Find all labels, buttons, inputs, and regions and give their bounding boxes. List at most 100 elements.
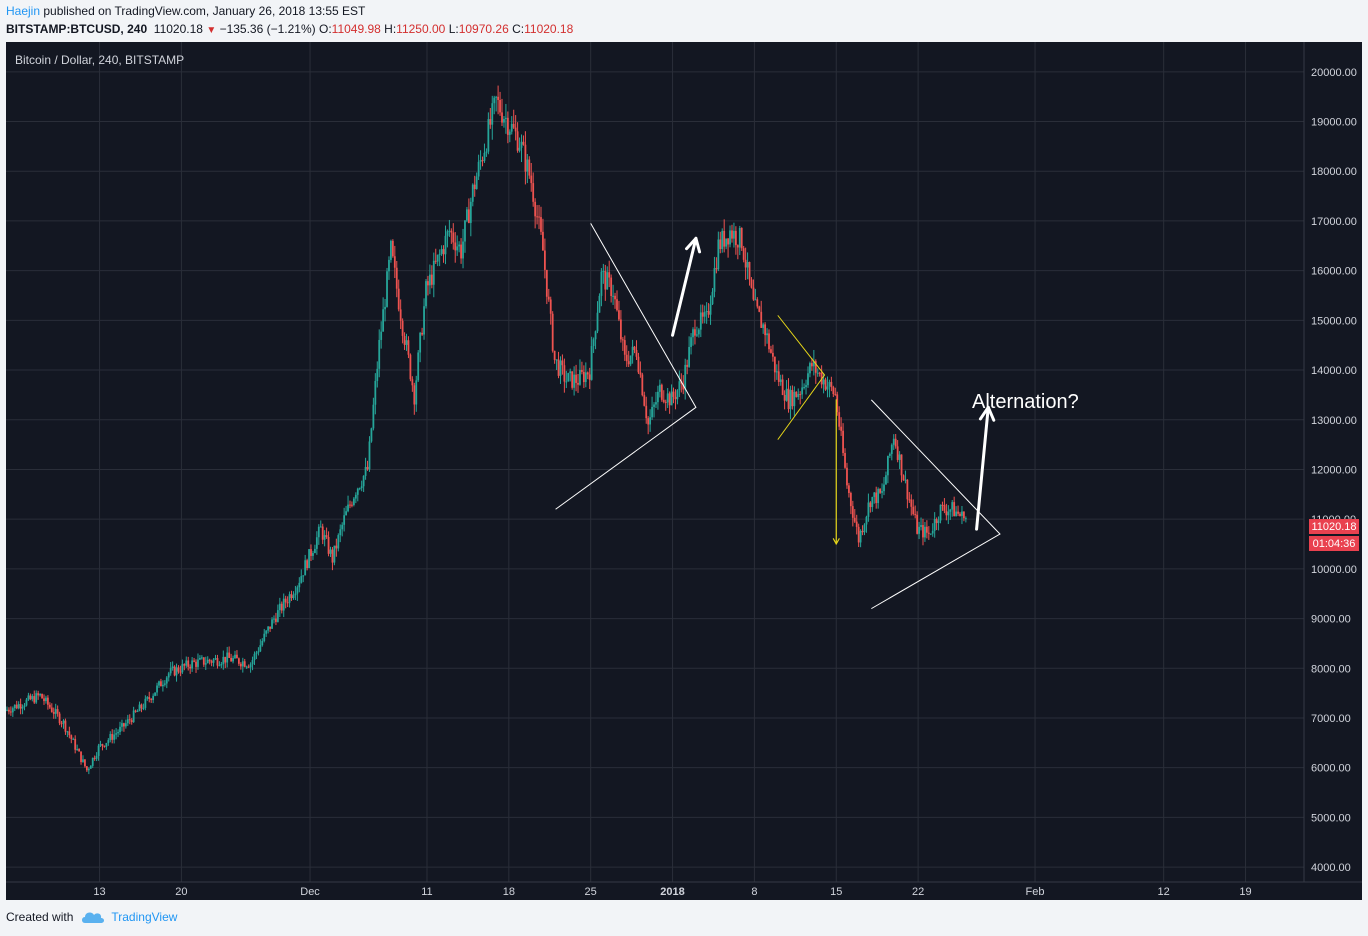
candle-body: [290, 594, 293, 599]
candle-body: [734, 230, 737, 246]
candle-body: [464, 220, 466, 242]
candle-body: [935, 519, 938, 524]
candle-body: [405, 340, 408, 345]
candle-body: [534, 201, 537, 217]
arrow-shaft: [975, 405, 990, 531]
candle-body: [943, 505, 946, 511]
candle-body: [11, 708, 14, 713]
candle-body: [744, 259, 747, 268]
candle-body: [438, 253, 441, 255]
candle-body: [733, 230, 735, 239]
countdown-timer: 01:04:36: [1313, 538, 1356, 550]
candle-body: [658, 384, 661, 392]
y-tick-label: 4000.00: [1311, 862, 1351, 874]
candle-body: [563, 365, 566, 382]
candle-body: [454, 242, 457, 251]
y-tick-label: 13000.00: [1311, 415, 1357, 427]
candle-body: [345, 511, 347, 516]
candle-body: [220, 663, 223, 666]
candle-body: [175, 667, 178, 676]
candle-body: [777, 371, 780, 382]
candle-body: [33, 696, 36, 703]
candle-body: [199, 657, 201, 660]
symbol-label: BITSTAMP:BTCUSD, 240: [6, 22, 148, 36]
candle-body: [612, 295, 614, 297]
candle-body: [888, 453, 891, 456]
candle-body: [163, 683, 166, 685]
candle-body: [629, 355, 632, 365]
candle-body: [224, 656, 227, 663]
y-tick-label: 19000.00: [1311, 117, 1357, 129]
candle-body: [655, 402, 657, 405]
arrow-up-2: [975, 405, 996, 531]
candle-body: [816, 372, 819, 374]
candle-body: [736, 245, 739, 248]
author-link[interactable]: Haejin: [6, 4, 41, 18]
candle-body: [775, 371, 778, 373]
candle-body: [914, 514, 917, 516]
candle-body: [653, 404, 655, 407]
candle-body: [123, 723, 125, 727]
candle-body: [592, 339, 595, 346]
candle-body: [78, 749, 80, 752]
candle-body: [273, 618, 275, 620]
price-chart[interactable]: 4000.00 5000.00 6000.00 7000.00 8000.00 9000.…: [6, 42, 1362, 900]
candle-body: [532, 183, 535, 202]
candle-body: [701, 312, 704, 317]
candle-body: [161, 684, 164, 687]
candle-body: [15, 704, 18, 709]
price-tag-value: 11020.18: [1311, 521, 1356, 533]
candle-body: [136, 711, 139, 713]
candle-body: [267, 626, 270, 631]
candle-body: [169, 668, 172, 674]
candle-body: [931, 530, 934, 534]
candle-body: [922, 525, 924, 538]
candle-body: [415, 380, 418, 405]
candle-body: [21, 707, 24, 709]
tradingview-link[interactable]: TradingView: [111, 910, 178, 924]
chart-title: Bitcoin / Dollar, 240, BITSTAMP: [15, 53, 184, 67]
candle-body: [276, 610, 279, 622]
candle-body: [97, 745, 100, 756]
candle-body: [881, 491, 883, 493]
y-tick-label: 18000.00: [1311, 166, 1357, 178]
candle-body: [421, 332, 424, 335]
candle-body: [386, 271, 388, 307]
candle-body: [216, 658, 219, 666]
candle-body: [189, 666, 192, 669]
candle-body: [115, 733, 118, 735]
candle-body: [204, 663, 207, 665]
candle-body: [364, 466, 367, 476]
candle-body: [910, 499, 913, 507]
candle-body: [358, 488, 361, 490]
y-tick-label: 16000.00: [1311, 266, 1357, 278]
candle-body: [814, 361, 817, 373]
candle-body: [245, 666, 248, 668]
candle-body: [146, 697, 149, 699]
chart-background: [6, 42, 1362, 900]
candle-body: [417, 352, 420, 381]
candle-body: [251, 660, 254, 665]
candle-body: [672, 391, 675, 397]
y-tick-label: 14000.00: [1311, 365, 1357, 377]
candle-body: [951, 502, 954, 510]
candle-body: [331, 549, 334, 563]
candle-body: [625, 354, 628, 362]
candle-body: [185, 660, 188, 666]
x-tick-label: 18: [503, 886, 515, 898]
candle-body: [725, 238, 728, 247]
candle-body: [284, 598, 287, 603]
candle-body: [590, 345, 593, 380]
candle-body: [927, 532, 930, 534]
candle-body: [356, 488, 359, 495]
candle-body: [890, 444, 893, 454]
candle-body: [963, 511, 965, 519]
candle-body: [900, 454, 903, 476]
candle-body: [126, 719, 129, 724]
candle-body: [444, 235, 447, 255]
candle-body: [764, 324, 767, 336]
candle-body: [84, 759, 86, 767]
price-axis: [1304, 42, 1362, 882]
candle-body: [261, 640, 264, 646]
candle-body: [134, 710, 137, 712]
